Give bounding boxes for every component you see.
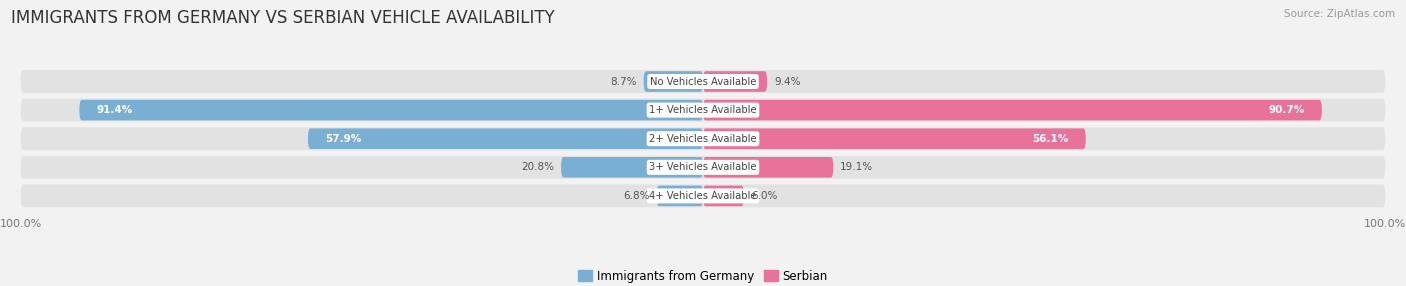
FancyBboxPatch shape	[644, 71, 703, 92]
Text: 20.8%: 20.8%	[522, 162, 554, 172]
Text: 1+ Vehicles Available: 1+ Vehicles Available	[650, 105, 756, 115]
Text: 57.9%: 57.9%	[325, 134, 361, 144]
Text: 6.8%: 6.8%	[623, 191, 650, 201]
FancyBboxPatch shape	[703, 157, 834, 178]
Text: 8.7%: 8.7%	[610, 77, 637, 86]
FancyBboxPatch shape	[21, 70, 1385, 93]
Text: Source: ZipAtlas.com: Source: ZipAtlas.com	[1284, 9, 1395, 19]
FancyBboxPatch shape	[703, 128, 1085, 149]
Text: 2+ Vehicles Available: 2+ Vehicles Available	[650, 134, 756, 144]
Text: 6.0%: 6.0%	[751, 191, 778, 201]
Text: 4+ Vehicles Available: 4+ Vehicles Available	[650, 191, 756, 201]
FancyBboxPatch shape	[703, 186, 744, 206]
Text: 90.7%: 90.7%	[1268, 105, 1305, 115]
Legend: Immigrants from Germany, Serbian: Immigrants from Germany, Serbian	[574, 265, 832, 286]
Text: 91.4%: 91.4%	[97, 105, 132, 115]
FancyBboxPatch shape	[21, 99, 1385, 122]
FancyBboxPatch shape	[703, 100, 1322, 120]
FancyBboxPatch shape	[657, 186, 703, 206]
FancyBboxPatch shape	[703, 71, 768, 92]
FancyBboxPatch shape	[21, 156, 1385, 179]
Text: 56.1%: 56.1%	[1032, 134, 1069, 144]
Text: IMMIGRANTS FROM GERMANY VS SERBIAN VEHICLE AVAILABILITY: IMMIGRANTS FROM GERMANY VS SERBIAN VEHIC…	[11, 9, 555, 27]
Text: 3+ Vehicles Available: 3+ Vehicles Available	[650, 162, 756, 172]
Text: No Vehicles Available: No Vehicles Available	[650, 77, 756, 86]
FancyBboxPatch shape	[79, 100, 703, 120]
FancyBboxPatch shape	[561, 157, 703, 178]
FancyBboxPatch shape	[21, 184, 1385, 207]
FancyBboxPatch shape	[21, 127, 1385, 150]
Text: 19.1%: 19.1%	[841, 162, 873, 172]
Text: 9.4%: 9.4%	[773, 77, 800, 86]
FancyBboxPatch shape	[308, 128, 703, 149]
